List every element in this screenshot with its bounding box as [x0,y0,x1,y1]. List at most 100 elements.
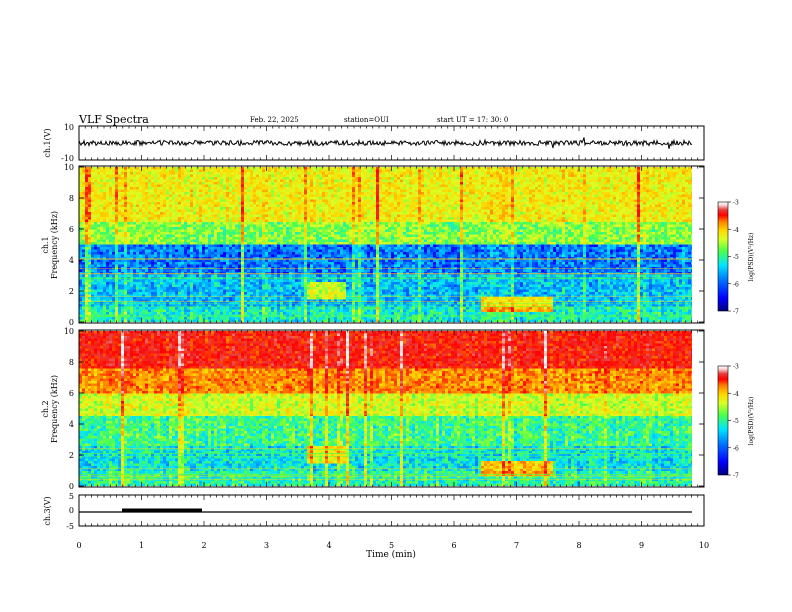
spectrogram-cell [331,187,335,190]
spectrogram-cell [214,167,218,170]
spectrogram-cell [610,184,614,188]
spectrogram-cell [382,212,386,215]
spectrogram-cell [367,194,371,198]
spectrogram-cell [517,172,521,175]
spectrogram-cell [604,202,608,205]
spectrogram-cell [607,189,611,193]
spectrogram-cell [508,204,512,208]
spectrogram-cell [550,202,554,205]
spectrogram-cell [571,214,575,218]
spectrogram-cell [199,197,203,200]
spectrogram-cell [529,167,533,170]
spectrogram-cell [325,207,329,210]
spectrogram-cell [433,194,437,198]
spectrogram-cell [220,212,224,215]
spectrogram-cell [319,172,323,175]
spectrogram-cell [604,194,608,198]
spectrogram-cell [661,202,665,205]
spectrogram-cell [337,179,341,183]
spectrogram-cell [490,217,494,220]
spectrogram-cell [232,199,236,203]
spectrogram-cell [622,209,626,213]
spectrogram-cell [283,207,287,210]
spectrogram-cell [142,189,146,193]
spectrogram-cell [490,189,494,193]
spectrogram-cell [652,209,656,213]
spectrogram-cell [199,209,203,213]
spectrogram-cell [643,214,647,218]
spectrogram-cell [313,222,317,225]
spectrogram-cell [166,207,170,210]
spectrogram-cell [607,222,611,225]
spectrogram-cell [355,212,359,215]
spectrogram-cell [649,214,653,218]
spectrogram-cell [139,212,143,215]
spectrogram-cell [649,182,653,185]
spectrogram-cell [370,222,374,225]
spectrogram-cell [382,192,386,195]
spectrogram-cell [235,177,239,180]
spectrogram-cell [301,222,305,225]
spectrogram-cell [619,172,623,175]
spectrogram-cell [517,197,521,200]
spectrogram-cell [199,217,203,220]
spectrogram-cell [127,209,131,213]
spectrogram-cell [439,214,443,218]
spectrogram-cell [160,192,164,195]
spectrogram-cell [529,189,533,193]
spectrogram-cell [628,184,632,188]
spectrogram-cell [271,194,275,198]
spectrogram-cell [661,172,665,175]
spectrogram-cell [685,177,689,180]
spectrogram-cell [616,192,620,195]
spectrogram-cell [271,197,275,200]
spectrogram-cell [286,214,290,218]
spectrogram-cell [442,192,446,195]
spectrogram-cell [289,212,293,215]
spectrogram-cell [673,177,677,180]
spectrogram-cell [544,212,548,215]
spectrogram-cell [547,204,551,208]
spectrogram-cell [217,224,221,228]
spectrogram-cell [631,179,635,183]
spectrogram-cell [661,222,665,225]
spectrogram-cell [250,194,254,198]
spectrogram-cell [568,204,572,208]
spectrogram-cell [442,174,446,178]
spectrogram-cell [274,222,278,225]
spectrogram-cell [409,194,413,198]
spectrogram-cell [160,169,164,173]
spectrogram-cell [499,204,503,208]
spectrogram-cell [613,182,617,185]
spectrogram-cell [457,192,461,195]
spectrogram-cell [436,194,440,198]
spectrogram-cell [463,204,467,208]
spectrogram-cell [475,184,479,188]
spectrogram-cell [685,167,689,170]
spectrogram-cell [409,187,413,190]
spectrogram-cell [445,219,449,223]
spectrogram-cell [538,179,542,183]
spectrogram-cell [532,199,536,203]
spectrogram-cell [256,227,260,230]
spectrogram-cell [166,214,170,218]
spectrogram-cell [532,184,536,188]
spectrogram-cell [628,224,632,228]
spectrogram-cell [106,197,110,200]
spectrogram-cell [355,182,359,185]
spectrogram-cell [376,179,380,183]
spectrogram-cell [358,184,362,188]
spectrogram-cell [574,174,578,178]
spectrogram-cell [94,214,98,218]
spectrogram-cell [160,179,164,183]
spectrogram-cell [367,222,371,225]
spectrogram-cell [676,199,680,203]
spectrogram-cell [688,202,692,205]
spectrogram-cell [448,219,452,223]
spectrogram-cell [400,214,404,218]
spectrogram-cell [85,169,89,173]
spectrogram-cell [334,207,338,210]
spectrogram-cell [472,167,476,170]
spectrogram-cell [481,172,485,175]
spectrogram-cell [502,169,506,173]
